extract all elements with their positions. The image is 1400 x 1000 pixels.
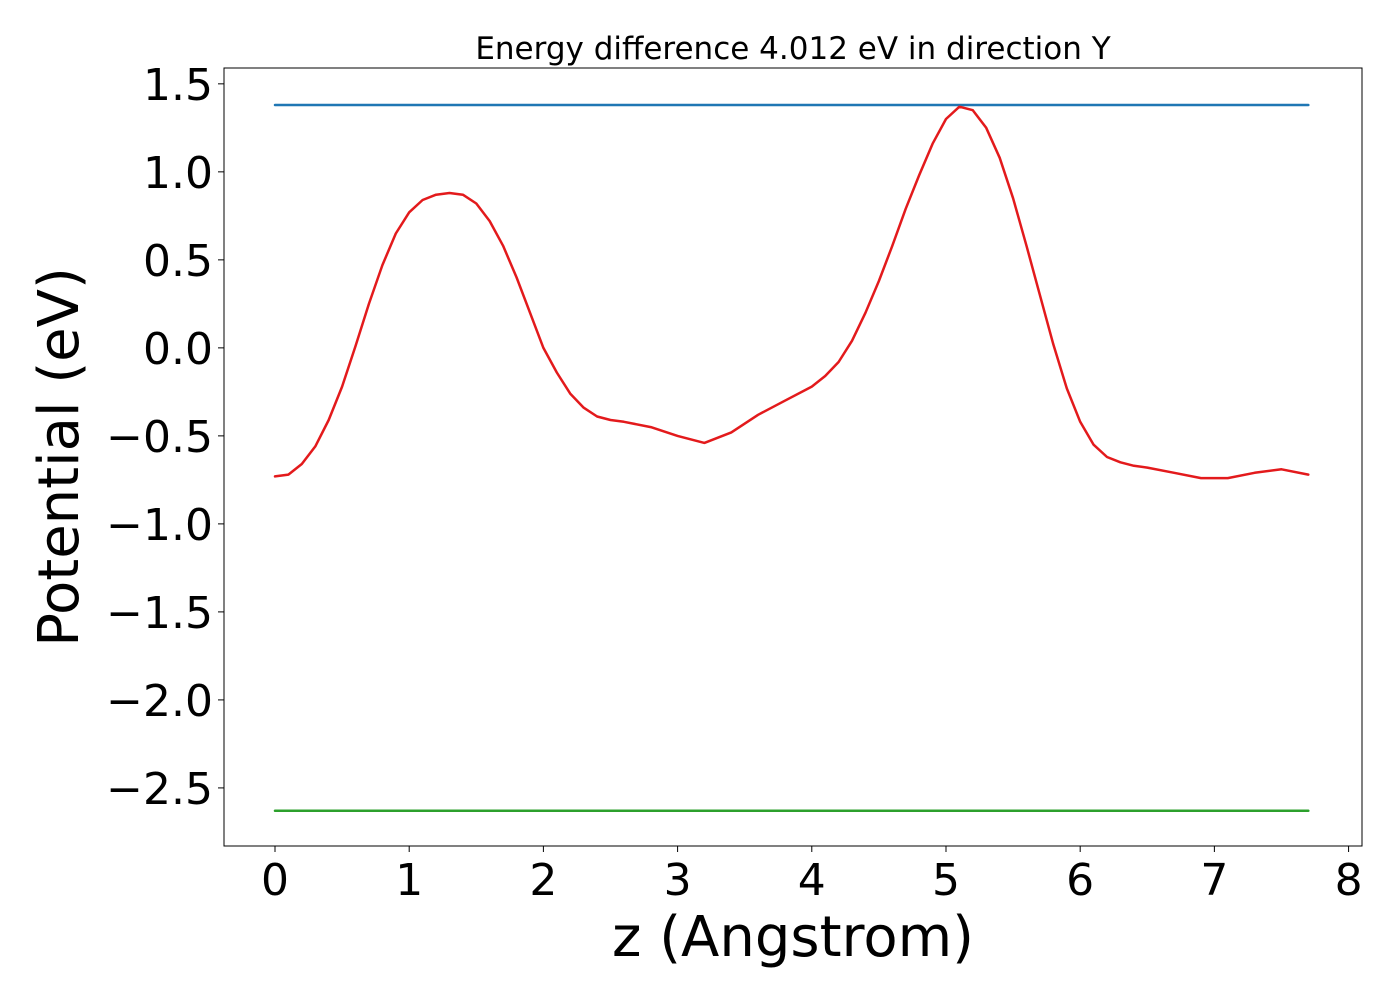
series-layer [273, 103, 1310, 813]
x-tick-label: 4 [798, 855, 826, 906]
x-tick-label: 0 [261, 855, 289, 906]
series-line-2 [273, 105, 1310, 480]
y-tick-label: −0.5 [106, 412, 213, 463]
x-tick-label: 6 [1066, 855, 1094, 906]
x-tick-label: 2 [529, 855, 557, 906]
y-tick-label: 0.0 [143, 324, 213, 375]
plot-frame [223, 67, 1363, 847]
x-tick-label: 8 [1335, 855, 1363, 906]
y-tick-label: 1.5 [143, 60, 213, 111]
y-tick-label: −2.5 [106, 764, 213, 815]
x-tick-label: 7 [1200, 855, 1228, 906]
x-tick-label: 1 [395, 855, 423, 906]
y-tick-label: 1.0 [143, 148, 213, 199]
y-tick-label: −1.0 [106, 500, 213, 551]
y-ticks: 1.5 1.0 0.5 0.0 −0.5 −1.0 −1.5 −2.0 −2.5 [106, 60, 224, 815]
y-tick-label: 0.5 [143, 236, 213, 287]
chart-title: Energy difference 4.012 eV in direction … [475, 31, 1110, 67]
y-axis-label: Potential (eV) [27, 267, 92, 647]
y-tick-label: −2.0 [106, 676, 213, 727]
x-ticks: 0 1 2 3 4 5 6 7 8 [261, 846, 1363, 906]
y-tick-label: −1.5 [106, 588, 213, 639]
x-tick-label: 5 [932, 855, 960, 906]
plot-area [224, 68, 1362, 846]
x-tick-label: 3 [664, 855, 692, 906]
x-axis-label: z (Angstrom) [612, 905, 974, 970]
